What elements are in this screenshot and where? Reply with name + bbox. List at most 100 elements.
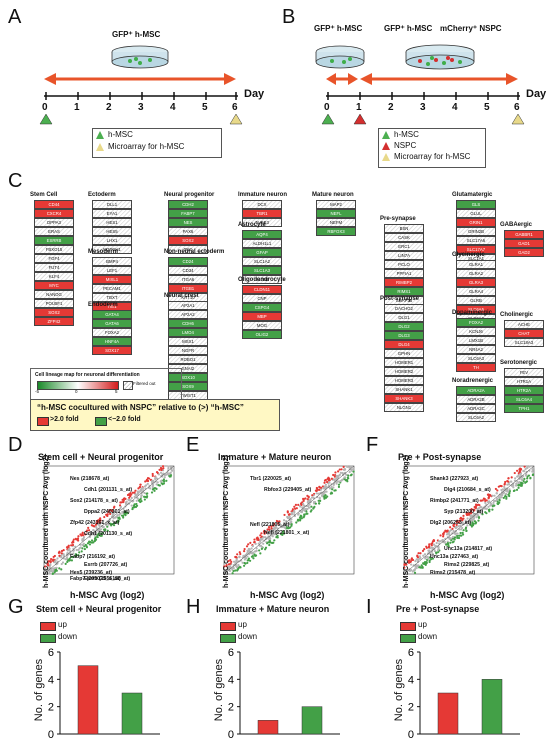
scatter-point xyxy=(253,538,256,541)
scatter-point xyxy=(466,517,469,520)
scatter-point xyxy=(500,496,503,499)
scatter-point xyxy=(498,501,501,504)
scatter-point xyxy=(51,570,55,573)
scatter-point xyxy=(314,502,317,505)
scatter-point xyxy=(465,529,468,533)
scatter-point xyxy=(160,468,163,472)
scatter-point xyxy=(163,476,166,479)
scatter-point xyxy=(278,520,281,523)
scatter-point xyxy=(518,468,521,471)
probe-label: Tbr1 (220025_at) xyxy=(250,476,291,482)
scatter-point xyxy=(106,514,109,517)
scatter-point xyxy=(473,520,476,523)
probe-label: Dlg4 (210684_s_at) xyxy=(444,487,491,493)
scatter-point xyxy=(143,498,146,501)
scatter-point xyxy=(352,470,355,473)
lineage-title: Mesoderm xyxy=(88,249,119,255)
scatter-point xyxy=(97,523,100,526)
scatter-point xyxy=(419,566,423,569)
gene-cell: CLDN11 xyxy=(242,285,282,294)
scatter-point xyxy=(52,555,55,559)
yellow-triangle-icon xyxy=(382,152,390,161)
gene-cell: DPPA3 xyxy=(34,218,74,227)
scatter-point xyxy=(502,490,505,494)
note-down: <−2.0 fold xyxy=(108,416,141,423)
scatter-point xyxy=(75,548,78,552)
scatter-point xyxy=(92,529,95,532)
gene-cell: RIMBP2 xyxy=(384,278,424,287)
scatter-point xyxy=(169,474,173,477)
scatter-point xyxy=(64,562,67,565)
gene-cell: PECAM1 xyxy=(92,284,132,293)
scatter-point xyxy=(51,572,55,575)
scatter-point xyxy=(510,484,514,487)
scatter-point xyxy=(267,528,271,531)
legend-swatch xyxy=(40,634,56,643)
scatter-point xyxy=(476,508,479,511)
scatter-point xyxy=(274,527,277,530)
scatter-point xyxy=(249,559,252,562)
scatter-point xyxy=(130,496,133,500)
gene-column: ADRA2A ADRA2B ADRA2C SLC6A2 xyxy=(456,386,496,422)
scatter-ylabel: h-MSC cocultured with NSPC Avg (log2) xyxy=(42,455,50,588)
colormap-title: Cell lineage map for neuronal differenti… xyxy=(35,372,140,378)
scatter-point xyxy=(131,507,134,511)
gene-cell: NOTCH1 xyxy=(92,245,132,254)
scatter-point xyxy=(428,543,431,546)
scatter-point xyxy=(350,473,353,476)
scatter-point xyxy=(442,535,445,538)
gene-cell: SLC6A3 xyxy=(456,354,496,363)
gene-cell: FBXO15 xyxy=(34,245,74,254)
scatter-point xyxy=(257,538,260,542)
gene-cell: POU5F1 xyxy=(34,299,74,308)
gene-cell: CASK xyxy=(384,233,424,242)
scatter-title: Pre + Post-synapse xyxy=(398,452,482,462)
y-tick-label: 2 xyxy=(48,702,54,714)
gene-cell: PCLO xyxy=(384,260,424,269)
scatter-point xyxy=(324,496,328,499)
gene-cell: HTR1A xyxy=(504,377,544,386)
scatter-point xyxy=(328,487,332,490)
legend-b-text-1: h-MSC xyxy=(394,130,419,139)
scatter-point xyxy=(128,494,131,497)
scatter-point xyxy=(451,535,455,539)
probe-label: Dlg2 (206253_at) xyxy=(430,520,471,526)
scatter-point xyxy=(424,557,427,560)
gene-column: CDH2 FABP7 NES PAX6 SOX2 TNC xyxy=(168,200,208,254)
scatter-point xyxy=(56,557,59,560)
scatter-point xyxy=(479,512,482,515)
scatter-point xyxy=(459,531,462,535)
scatter-point xyxy=(456,534,459,538)
gene-cell: GATA6 xyxy=(92,319,132,328)
scatter-point xyxy=(99,517,102,520)
scatter-point xyxy=(526,466,529,470)
gene-cell: NEFM xyxy=(316,218,356,227)
scatter-point xyxy=(476,509,479,513)
scatter-point xyxy=(259,540,262,543)
tick-a-1: 1 xyxy=(74,102,80,113)
scatter-point xyxy=(247,543,250,546)
scatter-point xyxy=(455,526,458,529)
scatter-point xyxy=(45,572,48,575)
scatter-point xyxy=(337,476,340,479)
scatter-point xyxy=(461,521,464,524)
scatter-point xyxy=(324,494,327,497)
scatter-point xyxy=(154,476,157,479)
scatter-point xyxy=(62,549,65,552)
scatter-point xyxy=(234,569,237,572)
scatter-point xyxy=(118,516,121,519)
scatter-point xyxy=(262,542,265,545)
lineage-title: Dopaminergic xyxy=(452,310,493,316)
scatter-point xyxy=(140,496,143,499)
lineage-title: Endoderm xyxy=(88,302,118,308)
scatter-point xyxy=(471,521,474,524)
scatter-point xyxy=(330,477,333,480)
scatter-point xyxy=(101,524,104,528)
gene-cell: PAX6 xyxy=(168,227,208,236)
scatter-point xyxy=(131,491,134,494)
scatter-point xyxy=(111,522,114,526)
gene-column: CLDN11 CNP CSPG4 MBP MOG OLIG2 xyxy=(242,285,282,339)
scatter-point xyxy=(288,515,291,518)
scatter-point xyxy=(435,541,438,545)
scatter-point xyxy=(108,509,111,512)
